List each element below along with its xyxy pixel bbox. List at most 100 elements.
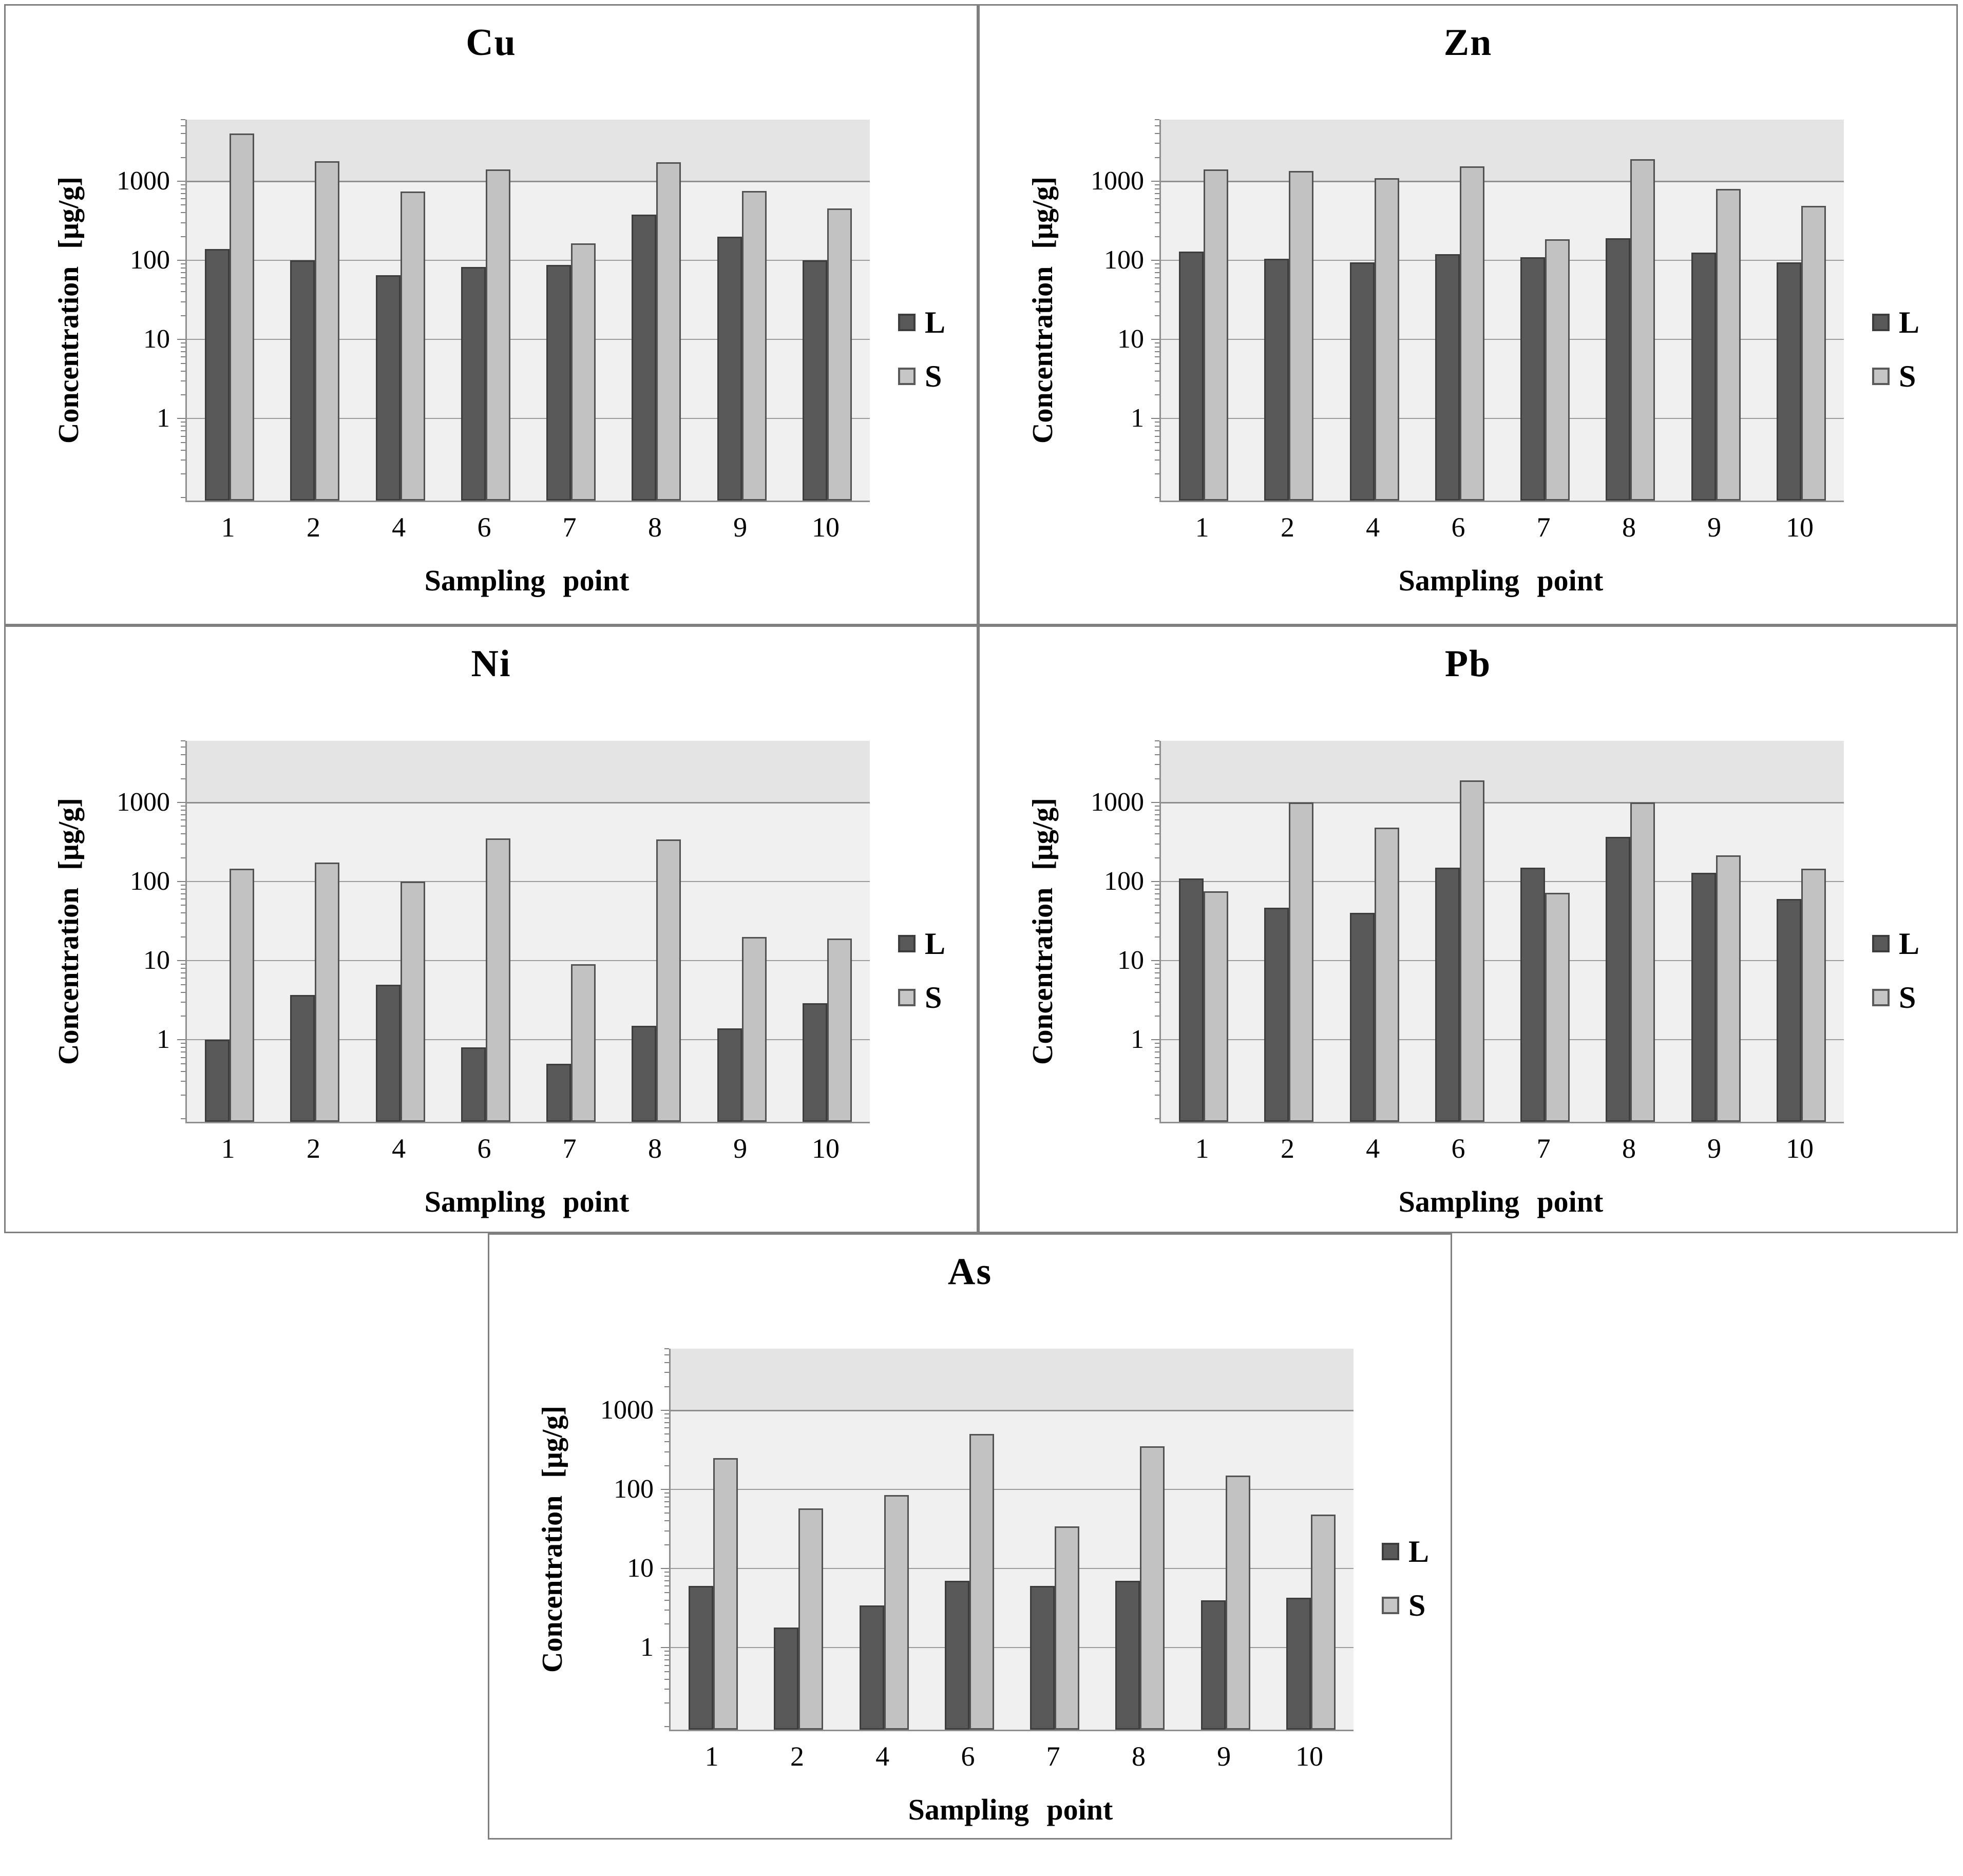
y-tick-label-1-as: 1	[640, 1633, 654, 1662]
y-minor-tick-500-zn	[1155, 204, 1159, 206]
x-tick-label-cu-7: 7	[562, 512, 577, 543]
x-tick-label-pb-4: 4	[1366, 1133, 1380, 1164]
legend-label-S: S	[1408, 1588, 1426, 1622]
bar-as-L-point-8	[1115, 1581, 1140, 1730]
y-minor-tick-90-as	[664, 1492, 669, 1494]
y-tick-label-100-zn: 100	[1104, 245, 1144, 275]
y-minor-tick-0.7000000000000001-zn	[1155, 430, 1159, 432]
y-minor-tick-2-pb	[1155, 1015, 1159, 1017]
y-minor-tick-2000-cu	[181, 157, 185, 158]
gridline-1-cu	[187, 418, 870, 419]
bar-as-L-point-2	[774, 1628, 799, 1730]
y-minor-tick-5000-zn	[1155, 125, 1159, 127]
y-minor-tick-5000-ni	[181, 746, 185, 748]
y-minor-tick-2000-zn	[1155, 157, 1159, 158]
bar-pb-L-point-7	[1520, 867, 1546, 1122]
bar-pb-S-point-7	[1545, 893, 1570, 1122]
bar-pb-S-point-10	[1801, 869, 1826, 1122]
y-minor-tick-400-zn	[1155, 212, 1159, 214]
x-tick-label-cu-6: 6	[477, 512, 491, 543]
legend-swatch-L-icon	[1872, 935, 1890, 952]
gridline-100-cu	[187, 260, 870, 261]
x-tick-label-pb-9: 9	[1707, 1133, 1722, 1164]
bar-pb-L-point-6	[1435, 867, 1460, 1122]
y-minor-tick-800-ni	[181, 809, 185, 811]
y-minor-tick-0.4-zn	[1155, 449, 1159, 451]
gridline-1000-ni	[187, 801, 870, 803]
y-minor-tick-4-cu	[181, 370, 185, 372]
legend-label-L: L	[925, 927, 946, 961]
gridline-1000-as	[671, 1409, 1354, 1411]
x-tick-label-zn-6: 6	[1451, 512, 1465, 543]
y-minor-tick-4000-cu	[181, 133, 185, 135]
y-minor-tick-5-zn	[1155, 362, 1159, 364]
y-minor-tick-3000-as	[664, 1372, 669, 1373]
y-tick-label-100-pb: 100	[1104, 867, 1144, 896]
x-tick-label-zn-7: 7	[1536, 512, 1551, 543]
bar-zn-L-point-1	[1179, 251, 1204, 501]
y-major-tick-100-pb	[1151, 881, 1159, 883]
x-tick-label-cu-4: 4	[392, 512, 406, 543]
x-tick-label-as-1: 1	[704, 1741, 719, 1772]
y-minor-tick-6000-as	[664, 1348, 669, 1349]
bar-zn-S-point-8	[1630, 159, 1655, 501]
y-minor-tick-6-pb	[1155, 978, 1159, 979]
gridline-10-ni	[187, 960, 870, 962]
y-minor-tick-5000-as	[664, 1354, 669, 1356]
legend-label-S: S	[1899, 359, 1916, 393]
y-major-tick-10-zn	[1151, 339, 1159, 340]
y-minor-tick-6-ni	[181, 978, 185, 979]
y-minor-tick-5-as	[664, 1592, 669, 1593]
y-minor-tick-90-ni	[181, 885, 185, 886]
gridline-100-zn	[1161, 260, 1844, 261]
plot-upper-band-cu	[187, 120, 870, 181]
y-minor-tick-60-pb	[1155, 898, 1159, 900]
chart-title-pb: Pb	[1444, 643, 1492, 685]
bar-cu-S-point-2	[315, 161, 340, 501]
x-tick-label-zn-2: 2	[1280, 512, 1294, 543]
y-minor-tick-4000-pb	[1155, 754, 1159, 756]
y-minor-tick-30-as	[664, 1530, 669, 1532]
y-minor-tick-0.30000000000000004-ni	[181, 1080, 185, 1082]
y-minor-tick-0.2-ni	[181, 1095, 185, 1096]
x-tick-label-ni-10: 10	[811, 1133, 840, 1164]
y-tick-label-100-as: 100	[614, 1475, 654, 1504]
y-minor-tick-900-as	[664, 1413, 669, 1414]
bar-as-L-point-9	[1200, 1600, 1226, 1730]
y-minor-tick-3-pb	[1155, 1001, 1159, 1003]
plot-upper-band-pb	[1161, 741, 1844, 802]
bar-as-L-point-6	[944, 1581, 969, 1730]
legend-label-L: L	[1408, 1535, 1430, 1568]
y-minor-tick-200-pb	[1155, 857, 1159, 858]
y-minor-tick-0.7000000000000001-cu	[181, 430, 185, 432]
bar-pb-L-point-4	[1349, 913, 1375, 1122]
y-minor-tick-50-zn	[1155, 283, 1159, 285]
y-minor-tick-4-zn	[1155, 370, 1159, 372]
y-minor-tick-3-cu	[181, 380, 185, 381]
chart-panel-zn: Zn Concentration [μg/g] 1 10 100 1000 1 2 4 6 7 8 9 1…	[978, 4, 1958, 625]
y-minor-tick-5000-pb	[1155, 746, 1159, 748]
y-major-tick-10-cu	[177, 339, 185, 340]
x-tick-label-cu-8: 8	[647, 512, 662, 543]
y-minor-tick-20-zn	[1155, 315, 1159, 316]
y-tick-label-10-cu: 10	[143, 324, 170, 354]
y-minor-tick-700-ni	[181, 814, 185, 815]
y-minor-tick-300-as	[664, 1451, 669, 1452]
y-minor-tick-6-cu	[181, 356, 185, 358]
plot-area-pb	[1151, 740, 1844, 1123]
y-minor-tick-600-cu	[181, 198, 185, 200]
plot-upper-band-zn	[1161, 120, 1844, 181]
y-minor-tick-700-zn	[1155, 193, 1159, 194]
y-minor-tick-4-as	[664, 1599, 669, 1601]
bar-ni-S-point-1	[230, 869, 255, 1122]
y-minor-tick-70-zn	[1155, 272, 1159, 273]
x-tick-label-pb-7: 7	[1536, 1133, 1551, 1164]
y-tick-label-10-as: 10	[627, 1554, 654, 1583]
y-major-tick-1-cu	[177, 418, 185, 419]
y-minor-tick-2-cu	[181, 394, 185, 395]
y-tick-label-1000-cu: 1000	[117, 166, 170, 196]
y-minor-tick-80-as	[664, 1497, 669, 1498]
bar-zn-L-point-7	[1520, 257, 1546, 501]
y-minor-tick-80-ni	[181, 889, 185, 890]
plot-upper-band-as	[671, 1349, 1354, 1410]
